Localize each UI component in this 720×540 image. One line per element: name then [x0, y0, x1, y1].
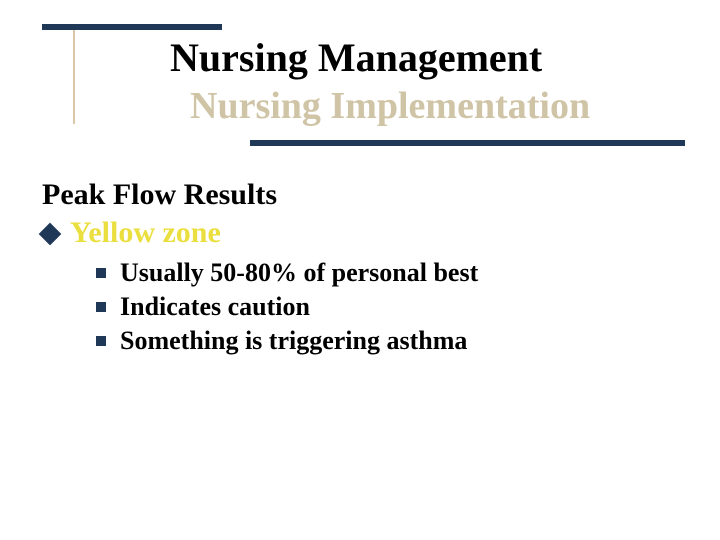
square-bullet-icon	[96, 302, 106, 312]
decor-rule-top	[42, 24, 222, 30]
square-bullet-icon	[96, 268, 106, 278]
slide-subtitle: Nursing Implementation	[190, 84, 590, 128]
slide: Nursing Management Nursing Implementatio…	[0, 0, 720, 540]
bullet-2-text: Something is triggering asthma	[120, 324, 467, 358]
bullet-level-2: Something is triggering asthma	[96, 324, 682, 358]
bullet-2-text: Indicates caution	[120, 290, 310, 324]
slide-title: Nursing Management	[170, 34, 542, 81]
decor-vertical-line	[73, 30, 75, 124]
decor-rule-mid	[250, 140, 685, 146]
section-heading: Peak Flow Results	[42, 178, 682, 212]
square-bullet-icon	[96, 336, 106, 346]
slide-body: Peak Flow Results Yellow zone Usually 50…	[42, 178, 682, 357]
bullet-level-1: Yellow zone	[42, 216, 682, 250]
bullet-2-text: Usually 50-80% of personal best	[120, 256, 478, 290]
bullet-level-2: Usually 50-80% of personal best	[96, 256, 682, 290]
bullet-level-2: Indicates caution	[96, 290, 682, 324]
bullet-1-label: Yellow zone	[70, 216, 221, 250]
diamond-bullet-icon	[39, 223, 62, 246]
